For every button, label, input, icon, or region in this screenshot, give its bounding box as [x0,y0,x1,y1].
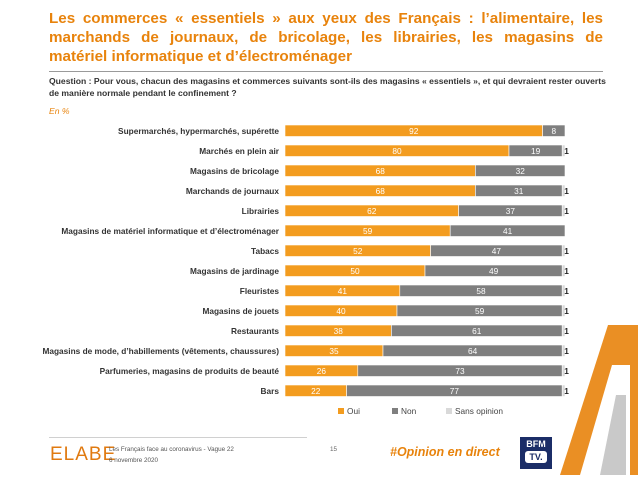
bfm-logo-text: BFM [526,439,546,449]
data-label: 22 [311,386,321,396]
data-label: 32 [516,166,526,176]
legend-label: Oui [347,406,360,416]
category-label: Magasins de jardinage [190,266,279,276]
bar-sans-opinion [561,144,566,157]
bar-sans-opinion [561,364,566,377]
unit-label: En % [49,106,70,116]
data-label: 37 [506,206,516,216]
data-label: 1 [564,286,569,296]
bar-sans-opinion [561,284,566,297]
data-label: 1 [564,306,569,316]
bar-non [475,164,566,177]
data-label: 31 [514,186,524,196]
data-label: 1 [564,146,569,156]
page-number: 15 [330,446,338,453]
stacked-bar-chart: Supermarchés, hypermarchés, supérette 92 8… [42,124,569,416]
data-label: 8 [551,126,556,136]
legend-label: Sans opinion [455,406,503,416]
category-label: Magasins de bricolage [190,166,279,176]
legend-label: Non [401,406,417,416]
data-label: 1 [564,326,569,336]
elabe-logo: ELABE [50,444,117,465]
bar-sans-opinion [561,184,566,197]
category-label: Bars [261,386,280,396]
category-label: Magasins de mode, d’habillements (vêteme… [42,346,279,356]
category-label: Fleuristes [240,286,280,296]
bar-sans-opinion [561,244,566,257]
bar-non [449,224,566,237]
survey-question: Question : Pour vous, chacun des magasin… [49,76,606,98]
data-label: 1 [564,186,569,196]
data-label: 38 [334,326,344,336]
page-title: Les commerces « essentiels » aux yeux de… [49,10,603,65]
data-label: 19 [531,146,541,156]
category-label: Supermarchés, hypermarchés, supérette [118,126,279,136]
legend-swatch [446,408,452,414]
data-label: 92 [409,126,419,136]
bar-sans-opinion [561,204,566,217]
data-label: 1 [564,266,569,276]
decorative-triangle-icon [560,325,638,475]
data-label: 1 [564,246,569,256]
data-label: 77 [450,386,460,396]
category-label: Marchands de journaux [186,186,280,196]
bar-non [542,124,566,137]
data-label: 68 [376,166,386,176]
category-label: Librairies [242,206,280,216]
data-label: 1 [564,346,569,356]
tv-logo-text: TV. [525,451,547,463]
category-label: Restaurants [231,326,279,336]
data-label: 1 [564,206,569,216]
title-divider [49,71,603,72]
data-label: 1 [564,366,569,376]
data-label: 73 [455,366,465,376]
data-label: 61 [472,326,482,336]
data-label: 47 [492,246,502,256]
bar-sans-opinion [561,344,566,357]
data-label: 1 [564,386,569,396]
data-label: 68 [376,186,386,196]
data-label: 26 [317,366,327,376]
data-label: 62 [367,206,377,216]
category-label: Magasins de jouets [202,306,279,316]
data-label: 41 [338,286,348,296]
bar-sans-opinion [561,384,566,397]
category-label: Magasins de matériel informatique et d’é… [61,226,279,236]
data-label: 59 [475,306,485,316]
data-label: 58 [476,286,486,296]
data-label: 59 [363,226,373,236]
data-label: 40 [336,306,346,316]
data-label: 41 [503,226,513,236]
category-label: Tabacs [251,246,279,256]
data-label: 50 [350,266,360,276]
data-label: 35 [329,346,339,356]
footer-divider [49,437,307,438]
bfmtv-logo: BFM TV. [520,437,552,469]
category-label: Parfumeries, magasins de produits de bea… [100,366,280,376]
data-label: 49 [489,266,499,276]
legend-swatch [338,408,344,414]
bar-sans-opinion [561,304,566,317]
data-label: 64 [468,346,478,356]
footer-date: 6 novembre 2020 [109,457,159,464]
legend-swatch [392,408,398,414]
category-label: Marchés en plein air [199,146,280,156]
data-label: 80 [392,146,402,156]
footer-study-name: Les Français face au coronavirus - Vague… [109,446,234,453]
data-label: 52 [353,246,363,256]
bar-sans-opinion [561,264,566,277]
hashtag-label: #Opinion en direct [390,445,500,459]
bar-sans-opinion [561,324,566,337]
